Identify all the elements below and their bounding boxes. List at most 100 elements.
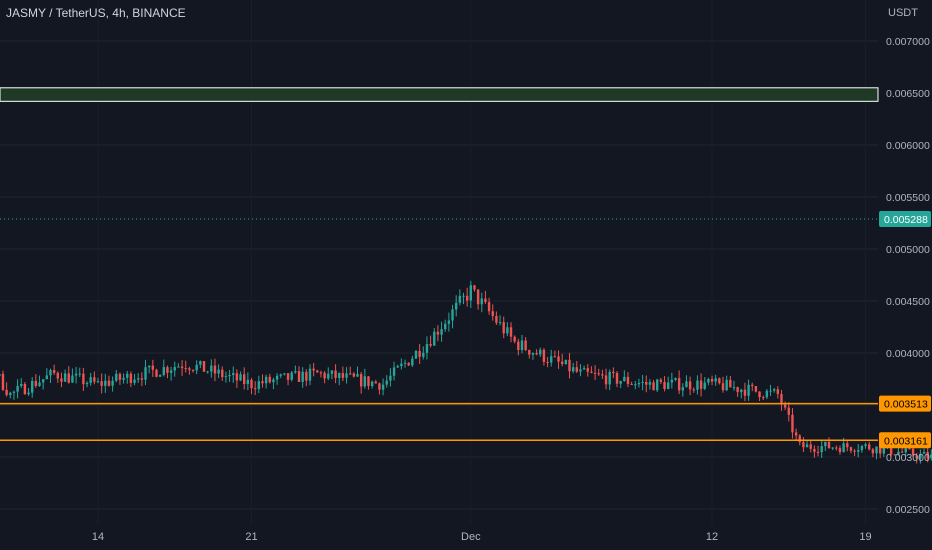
x-tick-label: 12 [706, 531, 718, 543]
candle-body [619, 381, 622, 384]
candle-body [473, 285, 476, 290]
candle-body [286, 373, 290, 380]
candle-body [930, 454, 932, 459]
candle-body [184, 368, 187, 370]
candle-body [539, 349, 542, 355]
candle-body [465, 295, 469, 301]
candle-body [104, 380, 107, 386]
candle-body [707, 378, 710, 383]
candle-body [897, 451, 900, 455]
candle-body [243, 374, 246, 385]
candle-body [78, 373, 81, 375]
candle-body [645, 381, 648, 385]
candle-body [71, 375, 74, 383]
candle-body [714, 378, 717, 382]
candle-body [60, 378, 63, 382]
candle-body [275, 375, 279, 380]
candle-body [107, 380, 111, 386]
last-price-badge [879, 211, 931, 228]
candle-body [754, 386, 758, 392]
candle-body [626, 376, 630, 384]
candle-body [67, 373, 70, 383]
candle-body [685, 381, 688, 388]
candle-body [911, 448, 915, 456]
candle-body [813, 448, 816, 452]
candle-body [780, 393, 783, 405]
candle-body [400, 363, 403, 367]
y-tick-label: 0.003000 [886, 452, 930, 464]
candle-body [568, 359, 571, 372]
candle-body [389, 375, 392, 381]
candle-body [41, 379, 45, 383]
candle-body [396, 366, 399, 368]
candle-body [721, 383, 725, 391]
candle-body [805, 444, 809, 448]
currency-label: USDT [888, 7, 918, 19]
candle-body [553, 356, 557, 358]
candle-body [612, 371, 615, 374]
candle-body [476, 289, 480, 305]
candle-body [118, 373, 122, 380]
candle-body [604, 375, 608, 385]
candle-body [85, 382, 89, 385]
candle-body [710, 378, 714, 382]
candle-body [89, 377, 92, 383]
candle-body [422, 352, 425, 357]
y-tick-label: 0.007000 [886, 36, 930, 48]
candle-body [1, 373, 5, 390]
candle-body [38, 382, 41, 387]
candle-body [0, 373, 1, 377]
candle-body [363, 376, 367, 387]
candle-body [180, 366, 184, 369]
candle-body [681, 387, 684, 391]
candle-body [359, 374, 363, 387]
candle-body [677, 378, 681, 391]
candle-body [747, 384, 750, 396]
candle-body [546, 361, 549, 363]
candle-body [732, 387, 736, 389]
candle-body [305, 371, 308, 381]
support-price-label: 0.003513 [884, 399, 928, 411]
candle-body [615, 373, 619, 384]
candle-body [787, 407, 790, 415]
x-tick-label: 14 [92, 531, 104, 543]
candle-body [52, 370, 56, 373]
candle-body [96, 381, 100, 383]
candle-body [436, 331, 440, 335]
candle-body [751, 384, 754, 387]
candle-body [217, 369, 220, 374]
candle-body [429, 344, 432, 346]
support-price-badge [879, 432, 931, 449]
candle-body [290, 372, 293, 380]
candle-body [151, 365, 155, 370]
candle-body [487, 302, 491, 312]
candle-body [374, 381, 377, 384]
candle-body [900, 451, 904, 453]
candle-body [378, 383, 381, 390]
candle-body [915, 455, 918, 459]
candle-body [462, 295, 465, 297]
candle-body [696, 380, 699, 390]
candle-body [904, 448, 907, 453]
candle-body [656, 379, 659, 391]
candles [0, 280, 932, 464]
candle-body [418, 350, 421, 357]
candle-body [630, 383, 633, 385]
candle-body [528, 350, 531, 355]
candle-body [140, 378, 144, 380]
candle-body [835, 447, 838, 449]
candle-body [740, 389, 743, 393]
candle-body [699, 380, 703, 389]
candle-body [809, 444, 812, 449]
candle-body [520, 340, 524, 351]
candle-body [312, 368, 315, 371]
candle-body [454, 302, 458, 310]
candle-body [849, 447, 853, 451]
candle-body [338, 373, 341, 378]
candle-body [736, 387, 739, 393]
candle-body [162, 367, 165, 375]
candle-body [637, 382, 641, 385]
candle-body [509, 327, 513, 337]
candle-body [352, 373, 356, 377]
